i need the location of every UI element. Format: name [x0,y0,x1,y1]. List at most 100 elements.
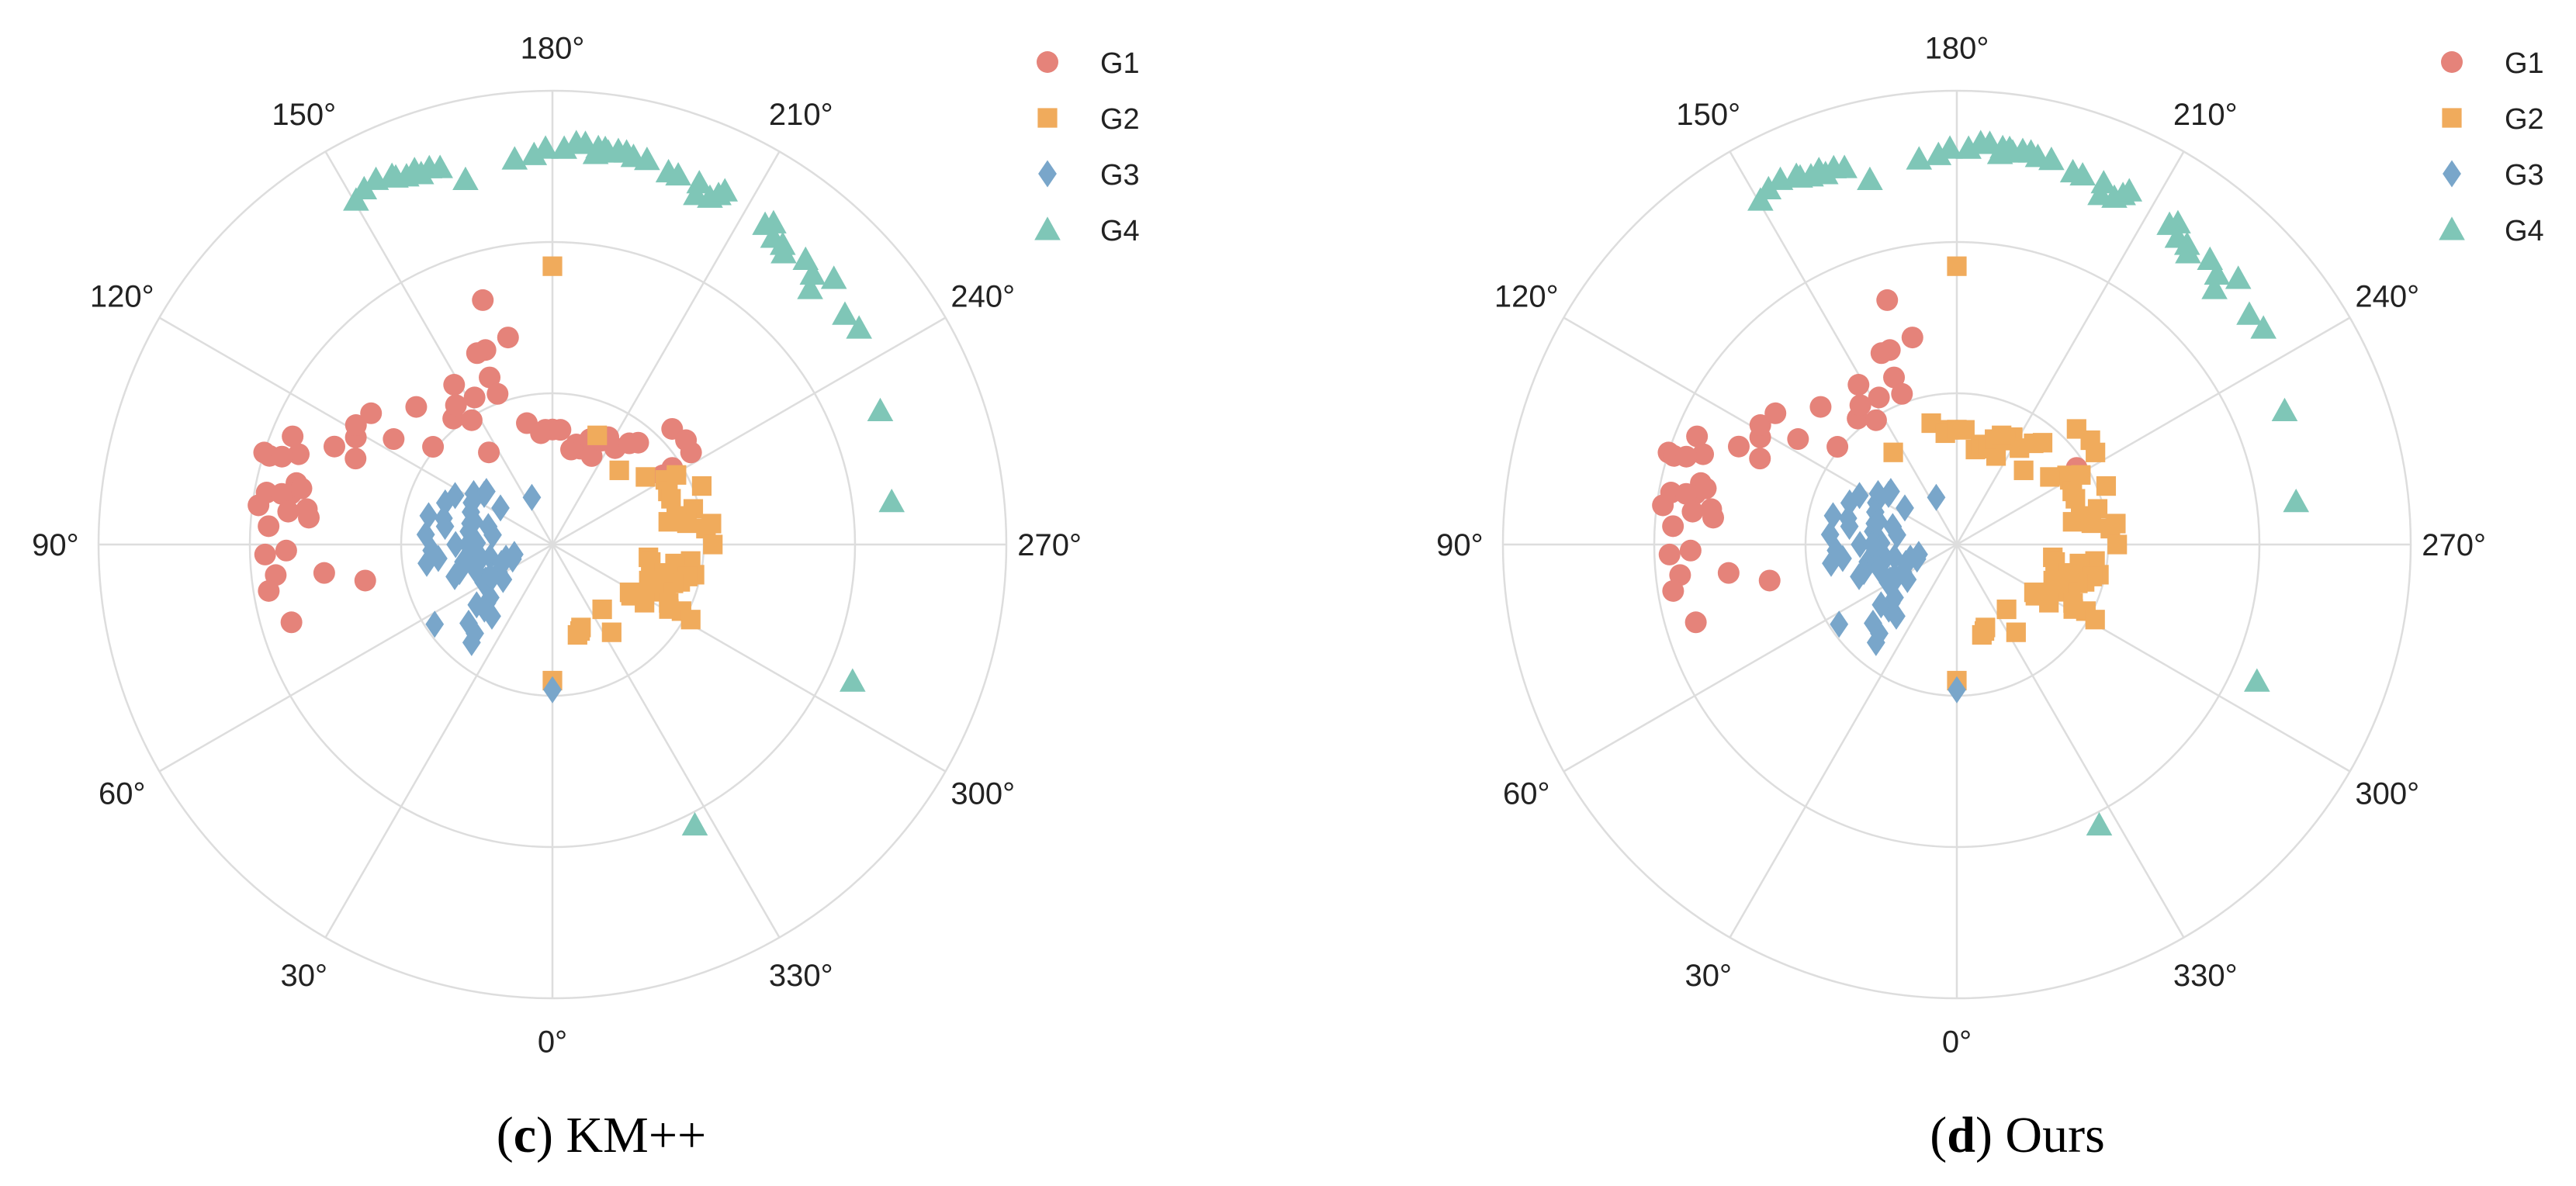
data-point-G1 [1826,436,1849,458]
grid-spoke [552,316,947,546]
angle-tick-label: 210° [769,98,833,132]
angle-tick-label: 30° [280,959,327,993]
data-point-G4 [712,178,739,202]
angle-tick-label: 300° [2355,776,2419,811]
data-point-G1 [288,443,310,465]
grid-spoke [551,150,781,545]
legend: G1 G2 G3 G4 [2439,47,2544,247]
angle-tick-label: 60° [99,776,146,811]
legend-marker-G4 [2439,216,2465,240]
data-point-G1 [1787,428,1809,451]
data-point-G3 [1820,520,1840,548]
grid-spoke [1956,543,2351,773]
caption-paren-open: ( [497,1107,514,1164]
series-G3 [416,478,562,704]
polar-panel-d: 0° 30° 60° 90° 120° 150° 180° 210° 240° 270° 300° 3… [1436,31,2544,1164]
data-point-G1 [258,515,280,538]
data-point-G3 [1866,628,1885,656]
data-point-G1 [345,414,367,437]
data-point-G4 [867,397,894,422]
data-point-G2 [2081,513,2101,534]
data-point-G4 [846,315,872,339]
data-point-G2 [609,460,629,480]
angle-tick-label: 330° [769,959,833,993]
data-point-G2 [677,513,697,534]
data-point-G3 [1898,565,1917,593]
angle-tick-label: 180° [1925,31,1989,65]
legend-marker-G1 [2441,51,2463,73]
grid-spoke [1956,316,2351,546]
angle-tick-label: 0° [1942,1025,1972,1060]
data-point-G1 [1675,482,1698,505]
data-point-G2 [2024,583,2045,603]
series-G4 [343,130,905,836]
data-point-G1 [1675,445,1698,468]
data-point-G3 [1870,620,1889,648]
data-point-G3 [1868,479,1888,507]
data-point-G1 [254,543,276,565]
data-point-G2 [2032,433,2053,453]
data-point-G3 [480,562,500,590]
data-point-G4 [521,141,548,165]
data-point-G3 [1862,531,1882,558]
data-point-G3 [419,502,438,530]
data-point-G3 [425,610,445,638]
data-point-G4 [681,811,708,836]
data-point-G1 [1809,396,1832,418]
data-point-G4 [2250,315,2277,339]
data-point-G4 [1755,175,1782,200]
data-point-G3 [483,521,502,549]
data-point-G1 [275,539,297,562]
polar-grid [1501,89,2412,1000]
data-point-G1 [277,500,299,523]
data-point-G2 [542,256,563,276]
angle-tick-label: 300° [950,776,1015,811]
angle-tick-label: 240° [2355,280,2419,314]
data-point-G1 [478,441,500,464]
data-point-G4 [532,135,559,159]
series-G3 [1820,478,1966,704]
data-point-G1 [497,327,519,349]
data-point-G4 [2201,275,2228,299]
data-point-G2 [667,465,687,485]
data-point-G3 [466,620,484,648]
data-point-G3 [446,531,466,558]
data-point-G2 [659,599,679,619]
data-point-G1 [1662,579,1684,602]
data-point-G1 [422,436,445,458]
legend-label: G3 [1100,159,1140,192]
data-point-G3 [1948,676,1966,704]
panel-title: KM++ [566,1107,706,1164]
data-point-G1 [1847,374,1870,396]
data-point-G1 [383,428,405,451]
legend-marker-G1 [1037,51,1058,73]
grid-spoke [1729,150,1958,545]
data-point-G1 [1695,477,1717,500]
grid-spoke [551,544,781,939]
data-point-G3 [1871,591,1891,619]
data-point-G2 [592,599,612,620]
data-point-G1 [313,562,335,584]
data-point-G3 [445,562,464,590]
data-point-G1 [1702,507,1725,529]
legend-label: G4 [1100,215,1140,247]
data-point-G1 [1901,327,1923,349]
data-point-G3 [1850,482,1869,510]
data-point-G2 [567,624,587,645]
data-point-G1 [258,579,280,602]
series-G2 [1883,256,2128,691]
data-point-G4 [797,275,823,299]
series-G2 [542,256,723,691]
data-point-G1 [290,477,313,500]
data-point-G1 [1681,500,1704,523]
data-point-G4 [820,265,847,289]
grid-spoke [324,544,554,939]
data-point-G1 [298,507,320,529]
grid-spoke [552,543,947,773]
data-point-G1 [443,374,466,396]
data-point-G3 [1909,541,1928,569]
data-point-G1 [549,419,572,441]
data-point-G1 [1652,494,1674,517]
data-point-G3 [416,520,435,548]
data-point-G3 [493,565,513,593]
